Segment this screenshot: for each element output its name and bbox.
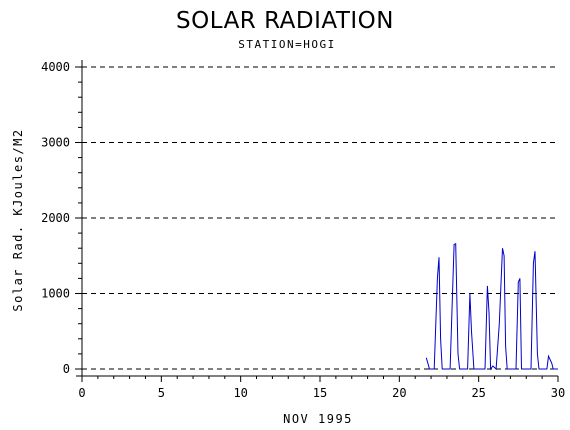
x-tick-label: 30	[551, 386, 565, 400]
plot-series	[425, 242, 558, 371]
series-line	[425, 242, 558, 371]
y-tick-label: 3000	[41, 136, 70, 150]
x-tick-label: 15	[313, 386, 327, 400]
x-tick-label: 25	[471, 386, 485, 400]
y-axis-label: Solar Rad. KJoules/M2	[11, 128, 25, 311]
x-tick-label: 5	[158, 386, 165, 400]
y-tick-label: 0	[63, 362, 70, 376]
chart-title: SOLAR RADIATION	[176, 8, 394, 34]
x-tick-label: 10	[233, 386, 247, 400]
y-tick-label: 2000	[41, 211, 70, 225]
ticks: 0 1000 2000 3000 4000 0 5 10 15 20 25 30	[41, 60, 565, 400]
x-tick-label: 20	[392, 386, 406, 400]
y-tick-label: 1000	[41, 287, 70, 301]
chart-subtitle: STATION=HOGI	[238, 38, 335, 51]
y-tick-label: 4000	[41, 60, 70, 74]
x-tick-label: 0	[78, 386, 85, 400]
x-axis-label: NOV 1995	[283, 412, 353, 426]
